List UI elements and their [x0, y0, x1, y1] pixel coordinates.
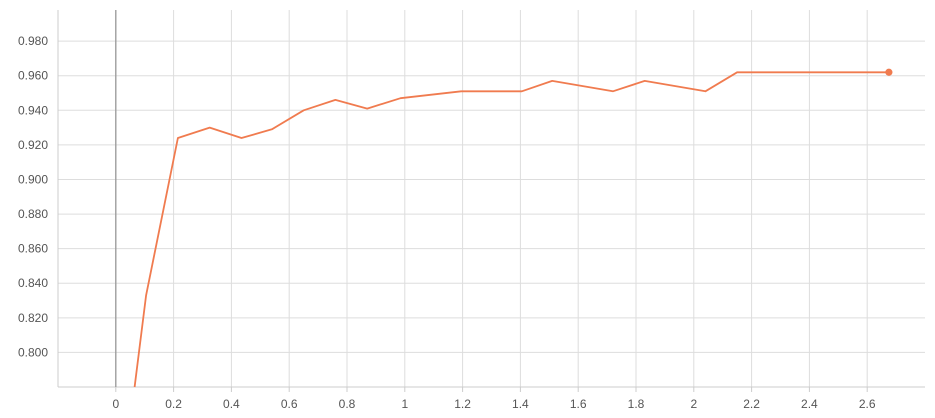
series-group: [133, 68, 893, 388]
x-tick-label: 1.4: [512, 397, 529, 411]
y-tick-label: 0.840: [18, 276, 48, 290]
y-tick-label: 0.960: [18, 69, 48, 83]
x-tick-label: 1.2: [454, 397, 471, 411]
y-tick-label: 0.900: [18, 172, 48, 186]
y-tick-label: 0.860: [18, 242, 48, 256]
y-tick-labels: 0.800 0.820 0.840 0.860 0.880 0.900 0.920 0.940…: [18, 34, 48, 359]
y-tick-label: 0.920: [18, 138, 48, 152]
x-tick-label: 1.6: [570, 397, 587, 411]
x-tick-label: 2.4: [801, 397, 818, 411]
y-tick-label: 0.980: [18, 34, 48, 48]
x-tick-label: 2: [690, 397, 697, 411]
x-tick-labels: 0 0.2 0.4 0.6 0.8 1 1.2 1.4 1.6 1.8 2 2.2 2.4 2.6: [112, 397, 875, 411]
y-tick-label: 0.820: [18, 311, 48, 325]
y-tick-label: 0.880: [18, 207, 48, 221]
y-tick-label: 0.940: [18, 103, 48, 117]
x-tick-label: 0.8: [339, 397, 356, 411]
axes: [57, 10, 925, 392]
x-tick-label: 2.6: [859, 397, 876, 411]
x-tick-label: 0.6: [281, 397, 298, 411]
x-tick-label: 0: [112, 397, 119, 411]
series-end-point: [885, 68, 893, 76]
x-tick-label: 2.2: [743, 397, 760, 411]
y-tick-label: 0.800: [18, 345, 48, 359]
x-tick-label: 1.8: [628, 397, 645, 411]
x-tick-label: 0.2: [165, 397, 182, 411]
series-line: [133, 71, 889, 388]
grid: [58, 10, 925, 387]
x-tick-label: 1: [401, 397, 408, 411]
x-tick-label: 0.4: [223, 397, 240, 411]
